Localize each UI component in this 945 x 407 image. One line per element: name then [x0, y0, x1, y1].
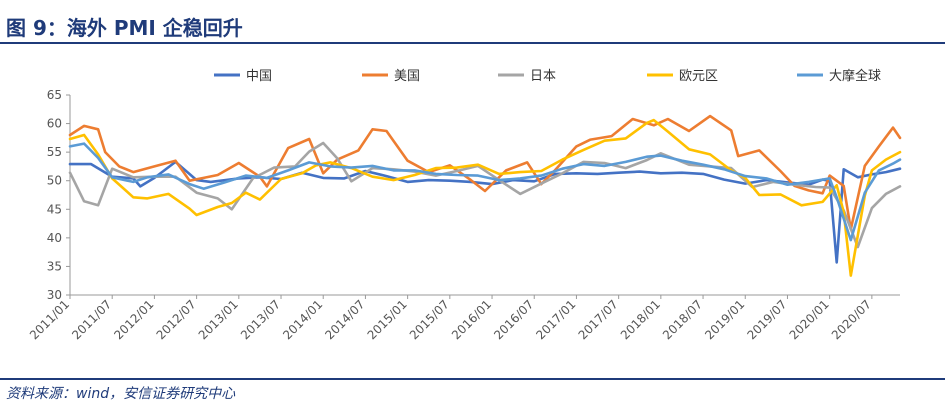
x-tick-label: 2012/07	[154, 297, 199, 342]
y-tick-label: 45	[47, 202, 62, 216]
x-tick-label: 2015/07	[407, 297, 452, 342]
x-tick-label: 2019/01	[702, 297, 747, 342]
y-tick-label: 55	[47, 145, 62, 159]
bottom-rule	[0, 378, 945, 380]
figure-title: 图 9：海外 PMI 企稳回升	[6, 16, 243, 40]
x-tick-label: 2019/07	[744, 297, 789, 342]
x-tick-label: 2020/01	[787, 297, 832, 342]
y-tick-label: 50	[47, 174, 62, 188]
x-tick-label: 2018/01	[618, 297, 663, 342]
x-tick-label: 2017/01	[533, 297, 578, 342]
series-line-3	[68, 118, 902, 277]
x-tick-label: 2016/01	[449, 297, 494, 342]
legend-label-1: 美国	[394, 69, 420, 84]
y-tick-label: 35	[47, 259, 62, 273]
title-bar: 图 9：海外 PMI 企稳回升	[0, 0, 945, 44]
x-tick-label: 2017/07	[576, 297, 621, 342]
y-tick-label: 65	[47, 88, 62, 102]
y-tick-label: 40	[47, 231, 62, 245]
legend-label-2: 日本	[530, 69, 556, 84]
x-tick-label: 2016/07	[491, 297, 536, 342]
x-tick-label: 2011/01	[27, 297, 72, 342]
y-axis: 30 35 40 45 50 55 60 65	[47, 88, 71, 302]
legend-label-0: 中国	[246, 69, 272, 84]
source-note: 资料来源：wind，安信证券研究中心	[6, 386, 236, 402]
x-tick-label: 2015/01	[365, 297, 410, 342]
series-line-1	[68, 114, 902, 231]
x-tick-label: 2013/01	[196, 297, 241, 342]
x-tick-label: 2013/07	[238, 297, 283, 342]
x-tick-label: 2014/07	[322, 297, 367, 342]
top-rule	[0, 42, 945, 44]
x-axis: 2011/012011/072012/012012/072013/012013/…	[27, 294, 900, 342]
legend-label-4: 大摩全球	[829, 68, 881, 84]
y-tick-label: 60	[47, 117, 62, 131]
x-tick-label: 2020/07	[829, 297, 874, 342]
x-tick-label: 2011/07	[69, 297, 114, 342]
chart-legend: 中国 美国 日本 欧元区 大摩全球	[214, 68, 881, 84]
series-layer	[68, 114, 902, 277]
y-tick-label: 30	[47, 288, 62, 302]
x-tick-label: 2014/01	[280, 297, 325, 342]
legend-label-3: 欧元区	[679, 69, 718, 84]
x-tick-label: 2012/01	[111, 297, 156, 342]
x-tick-label: 2018/07	[660, 297, 705, 342]
series-line-4	[68, 142, 902, 242]
